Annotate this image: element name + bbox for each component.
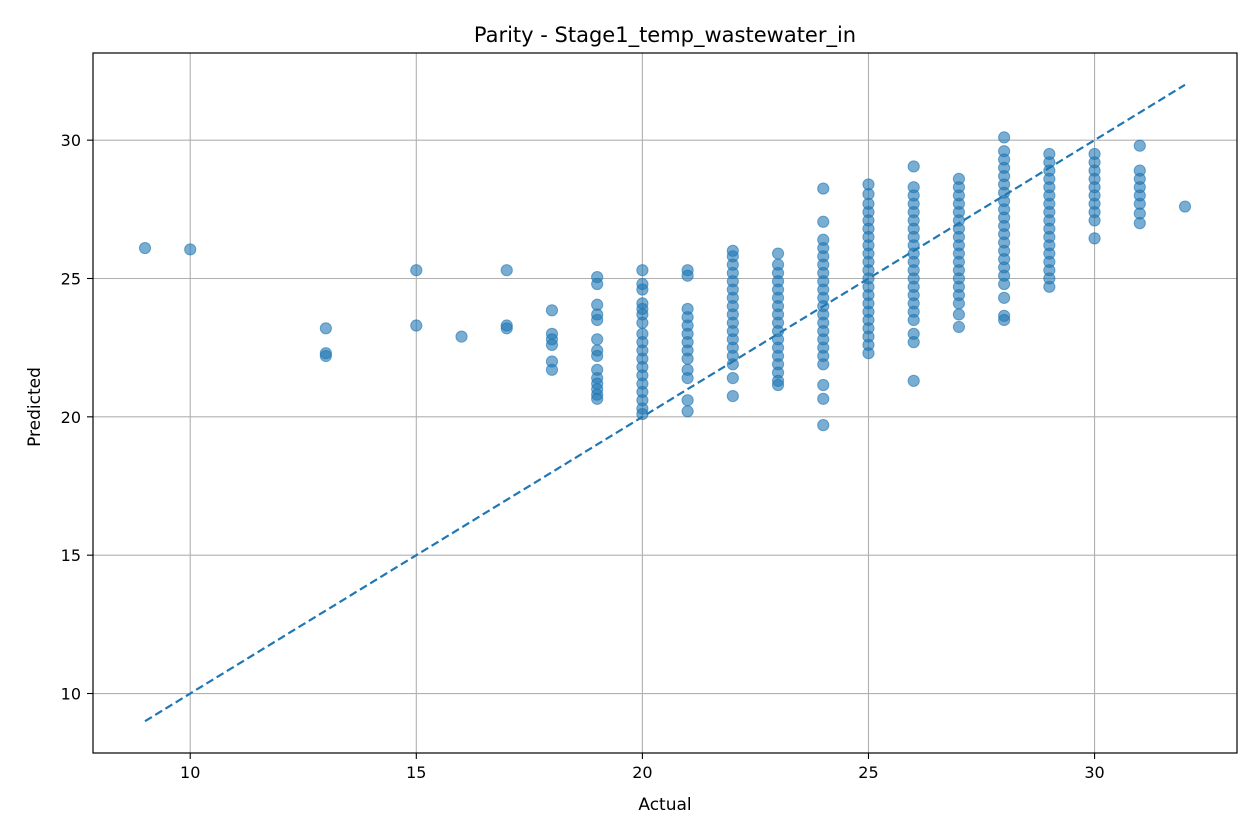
scatter-point [1088, 232, 1101, 245]
scatter-point [952, 320, 966, 334]
scatter-point [907, 160, 920, 173]
scatter-point [1178, 200, 1192, 213]
scatter-point [636, 316, 649, 329]
scatter-point [410, 319, 423, 332]
scatter-point [681, 269, 694, 282]
x-tick-label: 15 [406, 763, 426, 782]
scatter-point [681, 371, 694, 385]
scatter-point [636, 283, 649, 296]
scatter-point [410, 264, 423, 277]
x-tick-label: 20 [632, 763, 652, 782]
scatter-point [726, 371, 739, 385]
scatter-point [998, 313, 1011, 327]
x-tick-label: 10 [180, 763, 200, 782]
scatter-point [726, 358, 739, 371]
scatter-point [907, 374, 920, 387]
scatter-point [817, 392, 830, 405]
scatter-point [907, 336, 920, 349]
y-axis-label: Predicted [25, 367, 45, 447]
scatter-point [319, 349, 332, 363]
scatter-point [952, 308, 966, 321]
y-tick-label: 25 [61, 269, 81, 288]
scatter-point [138, 241, 152, 255]
scatter-points [138, 131, 1192, 432]
scatter-point [319, 322, 332, 335]
chart-title: Parity - Stage1_temp_wastewater_in [474, 23, 856, 48]
scatter-point [771, 247, 785, 260]
scatter-point [998, 291, 1011, 304]
y-tick-label: 20 [61, 408, 81, 427]
scatter-point [591, 349, 604, 363]
scatter-point [862, 347, 875, 360]
scatter-point [545, 304, 559, 317]
scatter-point [681, 394, 694, 407]
plot-frame [92, 52, 1238, 754]
scatter-point [1043, 280, 1056, 293]
scatter-point [771, 378, 785, 392]
scatter-point [500, 322, 513, 335]
scatter-point [455, 330, 468, 343]
scatter-point [817, 358, 830, 371]
scatter-point [184, 243, 197, 256]
x-tick-label: 30 [1084, 763, 1104, 782]
x-tick-label: 25 [858, 763, 878, 782]
scatter-point [1133, 139, 1146, 152]
scatter-point [817, 182, 830, 195]
scatter-point [681, 405, 694, 418]
scatter-point [545, 338, 559, 351]
axis-ticks: 10 15 20 25 30 10 15 20 25 30 [61, 131, 1105, 782]
scatter-point [998, 277, 1011, 291]
y-tick-label: 15 [61, 546, 81, 565]
scatter-point [817, 215, 830, 228]
scatter-point [952, 297, 966, 310]
scatter-point [726, 389, 739, 403]
scatter-point [817, 419, 830, 432]
y-tick-label: 30 [61, 131, 81, 150]
scatter-point [907, 313, 920, 327]
scatter-point [545, 363, 559, 376]
scatter-point [681, 352, 694, 365]
y-tick-label: 10 [61, 685, 81, 704]
scatter-point [591, 313, 604, 327]
scatter-point [817, 378, 830, 392]
scatter-point [1133, 217, 1146, 230]
scatter-point [591, 277, 604, 291]
scatter-point [1088, 214, 1101, 227]
scatter-point [591, 392, 604, 405]
scatter-point [998, 131, 1011, 144]
x-axis-label: Actual [638, 795, 691, 815]
scatter-point [500, 264, 513, 277]
scatter-point [591, 333, 604, 346]
scatter-point [636, 264, 649, 277]
